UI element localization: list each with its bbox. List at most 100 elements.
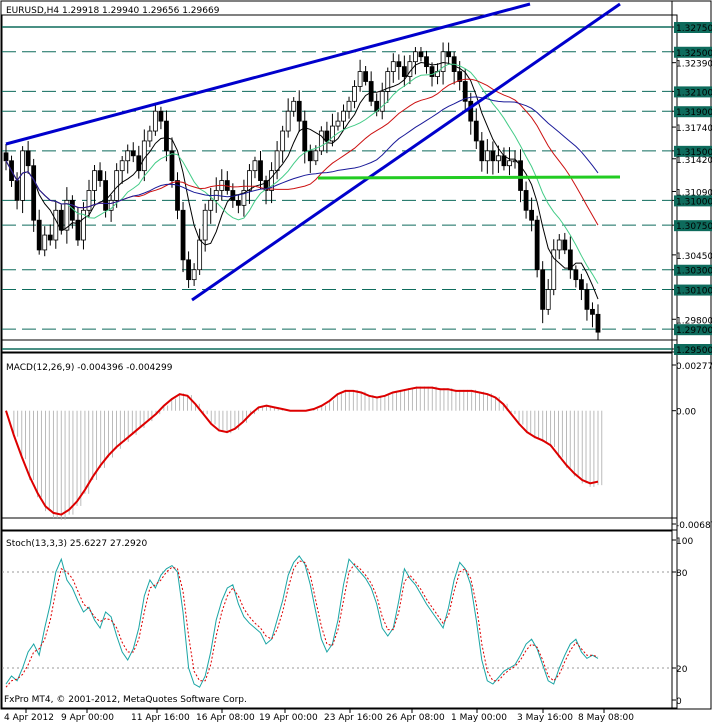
candle-body (479, 140, 485, 162)
candle-body (158, 110, 164, 122)
price-tick-label: 1.29700 (676, 326, 712, 336)
level-label-bg (674, 22, 712, 33)
time-tick-label: 19 Apr 00:00 (259, 713, 318, 723)
candle-body (424, 56, 429, 68)
candle-body (186, 259, 191, 281)
candle-body (473, 120, 479, 142)
candle-body (258, 160, 263, 181)
candle-body (341, 110, 346, 122)
candle-body (235, 199, 241, 206)
macd-histogram (13, 386, 603, 520)
candle-body (501, 155, 507, 167)
candle-body (468, 100, 474, 122)
candle-body (545, 289, 551, 310)
candle-body (307, 150, 313, 162)
candle-body (540, 269, 546, 310)
candle-body (496, 155, 501, 162)
macd-title: MACD(12,26,9) -0.004396 -0.004299 (6, 363, 173, 373)
level-label-bg (674, 106, 712, 118)
candle-body (318, 130, 324, 152)
price-tick-label: 1.31090 (676, 188, 712, 198)
candle-body (169, 150, 175, 181)
candle-body (263, 180, 269, 191)
candles (3, 42, 601, 341)
price-tick-label: 1.31740 (676, 124, 712, 134)
price-tick-label: 1.31900 (676, 108, 712, 118)
candle-body (197, 239, 203, 271)
candle-body (25, 150, 31, 167)
price-tick-label: 1.31000 (676, 197, 712, 207)
candle-body (36, 219, 42, 251)
candle-body (335, 120, 341, 127)
price-tick-label: 1.29800 (676, 316, 712, 326)
candle-body (462, 81, 468, 102)
level-label-bg (674, 324, 712, 336)
panel-frame (1, 339, 678, 531)
candle-body (595, 313, 601, 333)
candle-body (357, 71, 363, 87)
price-tick-label: 1.29500 (676, 346, 712, 356)
candle-body (252, 160, 258, 172)
candle-body (324, 130, 330, 142)
panel-frame (1, 517, 678, 709)
candle-body (534, 219, 540, 271)
candle-body (507, 160, 512, 167)
candle-body (401, 66, 407, 77)
upper-trendline (5, 2, 531, 146)
candle-body (208, 199, 214, 211)
candle-body (269, 170, 274, 191)
candle-body (590, 308, 595, 315)
candle-body (396, 61, 402, 68)
candle-body (296, 100, 302, 122)
macd-tick-label: 0.00277 (676, 362, 712, 372)
stoch-tick-label: 100 (676, 537, 693, 547)
macd-signal-line (5, 386, 599, 516)
price-tick-label: 1.30450 (676, 252, 712, 262)
candle-body (141, 140, 147, 172)
price-tick-label: 1.31500 (676, 148, 712, 158)
time-tick-label: 16 Apr 08:00 (196, 713, 255, 723)
stoch-signal-line (5, 560, 599, 688)
candle-body (291, 100, 297, 112)
candle-body (518, 160, 523, 191)
level-label-bg (674, 145, 712, 157)
candle-body (302, 120, 308, 152)
candle-body (446, 51, 452, 58)
level-label-bg (674, 195, 712, 207)
candle-body (136, 155, 142, 172)
macd-tick-label: 0.00 (676, 408, 696, 418)
level-label-bg (674, 46, 712, 58)
candle-body (202, 209, 208, 241)
candle-body (125, 150, 131, 162)
level-label-bg (674, 344, 712, 355)
support-line (317, 175, 621, 180)
candle-body (164, 120, 169, 152)
panel-frame (1, 14, 678, 353)
time-tick-label: 1 May 00:00 (451, 713, 507, 723)
candle-body (86, 190, 92, 211)
price-tick-label: 1.31420 (676, 156, 712, 166)
candle-body (579, 279, 584, 290)
time-tick-label: 3 May 16:00 (517, 713, 573, 723)
candle-body (584, 289, 590, 310)
candle-body (429, 66, 435, 77)
candle-body (81, 209, 86, 241)
candle-body (346, 100, 352, 112)
candle-body (418, 51, 424, 58)
candle-body (191, 269, 197, 281)
ma-blue-line (5, 96, 599, 209)
candle-body (42, 234, 48, 251)
lower-trendline (191, 2, 621, 302)
time-tick-label: 26 Apr 08:00 (386, 713, 445, 723)
candle-body (31, 165, 37, 221)
candle-body (14, 180, 20, 201)
price-tick-label: 1.30100 (676, 287, 712, 297)
candle-body (64, 199, 70, 231)
candle-body (75, 219, 81, 241)
level-label-bg (674, 284, 712, 296)
macd-tick-label: -0.00687 (676, 521, 712, 531)
candle-body (3, 152, 9, 162)
price-tick-label: 1.32500 (676, 49, 712, 59)
